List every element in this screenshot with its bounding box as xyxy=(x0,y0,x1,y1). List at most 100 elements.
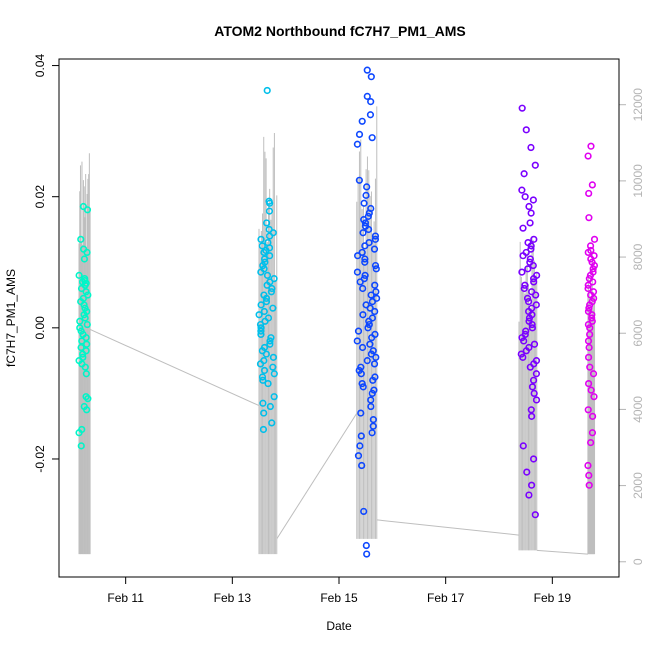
data-point xyxy=(80,311,88,319)
data-point xyxy=(366,111,375,119)
data-point xyxy=(590,261,599,270)
data-point xyxy=(361,258,369,266)
x-tick-label: Feb 11 xyxy=(107,591,144,605)
data-point xyxy=(527,143,535,152)
data-point xyxy=(523,294,532,302)
data-point xyxy=(80,301,88,309)
data-point xyxy=(532,370,541,378)
data-point xyxy=(78,337,86,345)
data-point xyxy=(371,281,379,289)
data-point xyxy=(525,491,533,499)
data-point xyxy=(587,255,595,263)
data-point xyxy=(75,429,83,437)
data-point xyxy=(257,301,265,309)
y2-tick-label: 0 xyxy=(631,558,645,565)
data-point xyxy=(363,92,371,100)
data-point xyxy=(531,511,539,519)
data-point xyxy=(259,376,267,384)
data-point xyxy=(263,86,271,95)
x-tick-label: Feb 19 xyxy=(534,591,572,605)
data-point xyxy=(83,206,92,214)
data-point xyxy=(257,268,265,276)
data-point xyxy=(532,291,540,299)
line-series-connector xyxy=(536,549,588,555)
data-point xyxy=(83,340,91,348)
data-point xyxy=(522,347,530,355)
data-point xyxy=(587,438,595,447)
data-point xyxy=(522,126,530,134)
data-point xyxy=(266,252,274,260)
data-point xyxy=(529,261,537,270)
data-point xyxy=(528,481,536,489)
data-point xyxy=(258,242,266,250)
data-point xyxy=(363,183,371,191)
data-point xyxy=(367,350,375,358)
data-point xyxy=(261,317,269,325)
data-point xyxy=(588,412,597,420)
data-point xyxy=(269,363,277,371)
data-point xyxy=(82,334,90,342)
data-point xyxy=(363,66,371,74)
y2-tick-label: 2000 xyxy=(631,472,645,499)
y2-tick-label: 12000 xyxy=(631,88,645,122)
data-point xyxy=(367,396,375,404)
data-point xyxy=(584,353,593,361)
data-point xyxy=(263,271,272,279)
data-point xyxy=(355,130,364,139)
y-tick-label: 0.04 xyxy=(33,54,47,78)
data-point xyxy=(584,379,593,388)
y-tick-label: 0.00 xyxy=(33,316,47,340)
data-point xyxy=(262,350,270,358)
data-point xyxy=(589,278,597,286)
data-point xyxy=(257,330,265,338)
line-series-connector xyxy=(89,328,260,407)
data-point xyxy=(260,248,268,257)
data-point xyxy=(530,235,538,243)
data-point xyxy=(527,242,535,250)
data-point xyxy=(365,317,373,325)
data-point xyxy=(586,324,594,332)
data-point xyxy=(527,406,535,414)
data-point xyxy=(357,432,365,440)
data-point xyxy=(371,307,379,316)
line-series-layer xyxy=(78,106,596,555)
data-point xyxy=(531,161,539,169)
x-tick-label: Feb 13 xyxy=(214,591,252,605)
data-point xyxy=(354,452,363,460)
data-point xyxy=(269,304,277,312)
data-point xyxy=(265,207,274,215)
chart-title: ATOM2 Northbound fC7H7_PM1_AMS xyxy=(214,23,466,39)
data-point xyxy=(262,294,271,302)
data-point xyxy=(367,402,375,411)
data-point xyxy=(529,455,538,463)
data-point xyxy=(530,340,539,348)
data-point xyxy=(518,104,526,112)
data-point xyxy=(370,245,379,253)
data-point xyxy=(257,324,265,332)
data-point xyxy=(84,291,92,299)
data-point xyxy=(585,214,593,222)
data-point xyxy=(371,232,380,240)
data-point xyxy=(584,461,592,470)
data-point xyxy=(353,268,362,276)
data-point xyxy=(361,255,369,263)
data-point xyxy=(268,284,276,293)
data-point xyxy=(267,288,276,296)
data-point xyxy=(360,199,368,207)
data-point xyxy=(259,399,267,407)
data-point xyxy=(362,541,370,550)
data-point xyxy=(521,281,529,289)
data-point xyxy=(270,370,278,378)
data-point xyxy=(256,320,265,329)
data-point xyxy=(587,386,595,394)
data-point xyxy=(359,311,367,319)
data-point xyxy=(259,425,268,434)
data-point xyxy=(364,225,373,234)
data-point xyxy=(79,350,87,358)
data-point xyxy=(258,373,267,381)
x-tick-label: Feb 17 xyxy=(427,591,465,605)
data-point xyxy=(526,255,534,263)
data-point xyxy=(354,327,363,335)
scatter-points-layer xyxy=(75,66,599,558)
data-point xyxy=(584,337,593,345)
